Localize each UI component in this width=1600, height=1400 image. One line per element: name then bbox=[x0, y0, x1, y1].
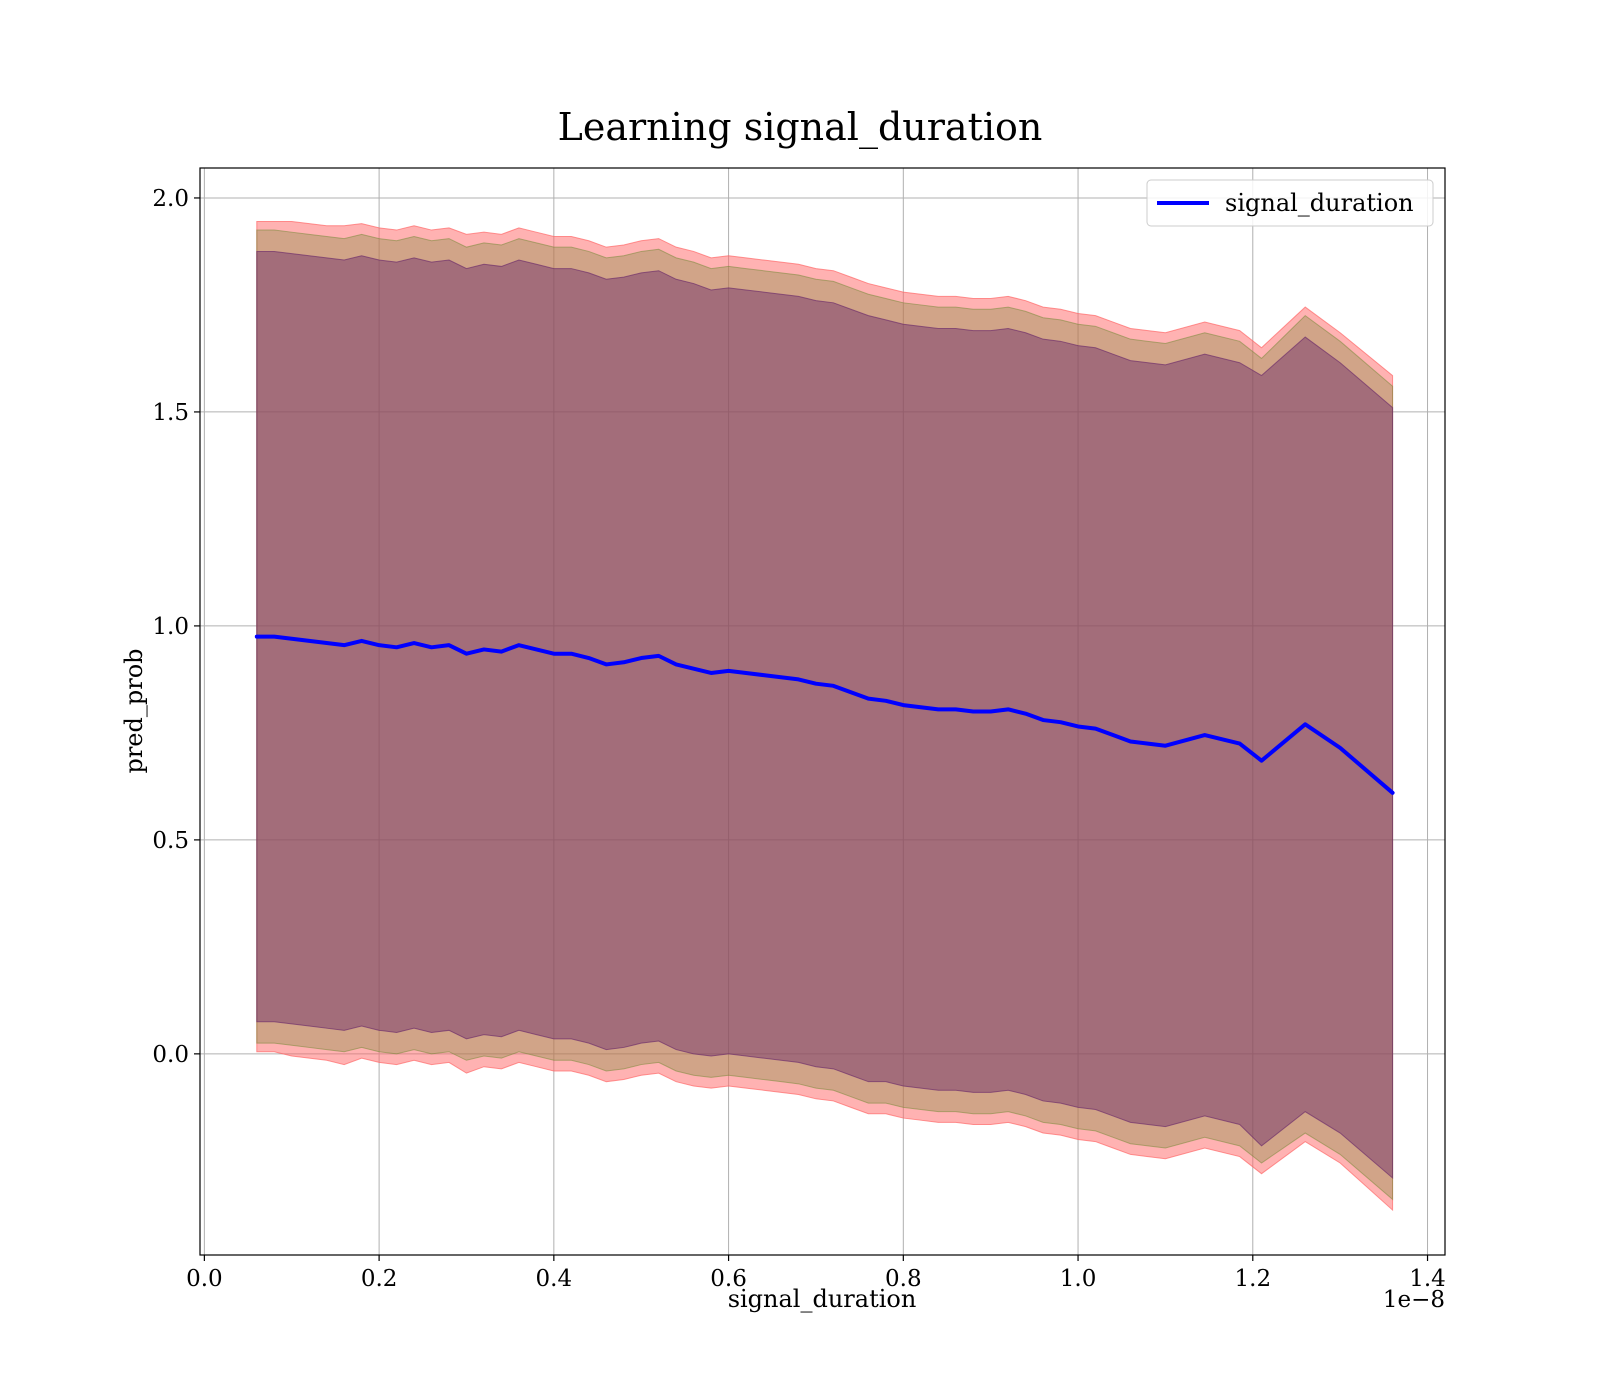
y-tick-label: 1.0 bbox=[152, 614, 189, 640]
legend-box bbox=[1146, 179, 1434, 227]
y-tick-label: 0.0 bbox=[152, 1042, 189, 1068]
x-tick-label: 1.4 bbox=[1409, 1266, 1446, 1292]
band-1-sigma bbox=[256, 250, 1394, 1180]
axis-ticks: 0.0 0.2 0.4 0.6 0.8 1.0 1.2 1.4 0.0 0.5 1.0 1.5 2.0 bbox=[152, 186, 1445, 1292]
band-3-sigma bbox=[256, 220, 1394, 1212]
x-tick-label: 0.6 bbox=[710, 1266, 747, 1292]
x-axis-label: signal_duration bbox=[728, 1285, 917, 1313]
y-axis-label: pred_prob bbox=[120, 648, 148, 773]
chart-title: Learning signal_duration bbox=[558, 105, 1043, 150]
band-2-sigma bbox=[256, 229, 1394, 1201]
y-tick-label: 1.5 bbox=[152, 400, 189, 426]
y-tick-label: 2.0 bbox=[152, 186, 189, 212]
x-tick-label: 0.8 bbox=[885, 1266, 922, 1292]
series-lines bbox=[254, 634, 1395, 795]
x-tick-label: 0.4 bbox=[536, 1266, 573, 1292]
x-tick-label: 0.0 bbox=[186, 1266, 223, 1292]
plot-frame bbox=[199, 167, 1446, 1256]
confidence-bands bbox=[256, 220, 1394, 1212]
series-line-signal-duration bbox=[254, 634, 1395, 795]
legend-label-signal-duration: signal_duration bbox=[1225, 189, 1414, 217]
x-tick-label: 1.2 bbox=[1235, 1266, 1272, 1292]
y-tick-label: 0.5 bbox=[152, 828, 189, 854]
legend: signal_duration bbox=[1146, 179, 1434, 227]
x-tick-label: 1.0 bbox=[1060, 1266, 1097, 1292]
x-axis-offset-label: 1e−8 bbox=[1383, 1287, 1445, 1313]
x-tick-label: 0.2 bbox=[361, 1266, 398, 1292]
